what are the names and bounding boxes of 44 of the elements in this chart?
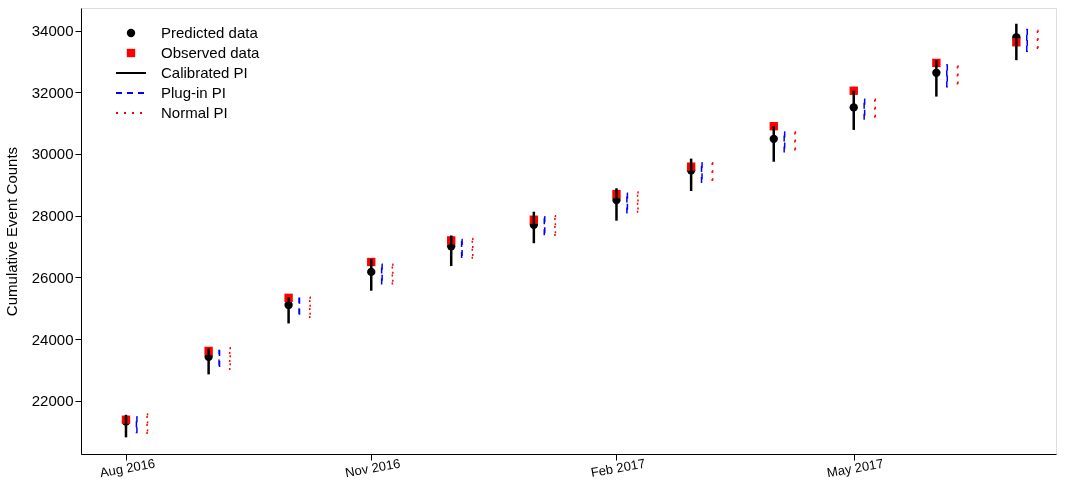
bar — [308, 296, 311, 320]
bar — [287, 297, 290, 324]
legend-label: Observed data — [161, 44, 261, 61]
bar — [626, 192, 629, 215]
bar — [935, 60, 938, 97]
bar — [554, 214, 557, 239]
y-tick-label: 26000 — [31, 268, 74, 286]
bar — [146, 413, 149, 437]
legend-label: Calibrated PI — [161, 64, 248, 81]
legend-label: Plug-in PI — [161, 84, 227, 101]
y-tick-label: 30000 — [31, 145, 74, 163]
bar — [298, 297, 301, 318]
bar — [636, 191, 639, 215]
x-tick-label: Feb 2017 — [589, 455, 647, 481]
y-tick-label: 34000 — [31, 22, 74, 40]
bar — [135, 415, 138, 434]
bar — [863, 98, 866, 121]
bar — [946, 64, 949, 88]
bar — [228, 347, 231, 372]
y-tick-label: 32000 — [31, 83, 74, 101]
bar — [543, 215, 546, 238]
bar — [1036, 29, 1039, 52]
y-axis-title: Cumulative Event Counts — [2, 146, 20, 317]
bar — [460, 238, 463, 260]
y-tick-label: 24000 — [31, 330, 74, 348]
bar — [874, 98, 877, 121]
legend-label: Predicted data — [161, 24, 259, 41]
y-tick-label: 22000 — [31, 392, 74, 410]
bar — [700, 161, 703, 185]
bar — [218, 349, 221, 370]
x-tick-label: May 2017 — [825, 455, 885, 481]
x-tick-label: Aug 2016 — [98, 455, 157, 481]
bar — [1015, 23, 1018, 61]
bar — [391, 263, 394, 287]
bar — [615, 188, 618, 221]
bar — [380, 263, 383, 286]
bar — [471, 237, 474, 261]
legend-label: Normal PI — [161, 104, 228, 121]
y-tick-label: 28000 — [31, 207, 74, 225]
bar — [1026, 28, 1029, 52]
bar — [207, 348, 210, 375]
bar — [783, 131, 786, 154]
x-tick-label: Nov 2016 — [343, 455, 402, 481]
bar — [852, 90, 855, 130]
